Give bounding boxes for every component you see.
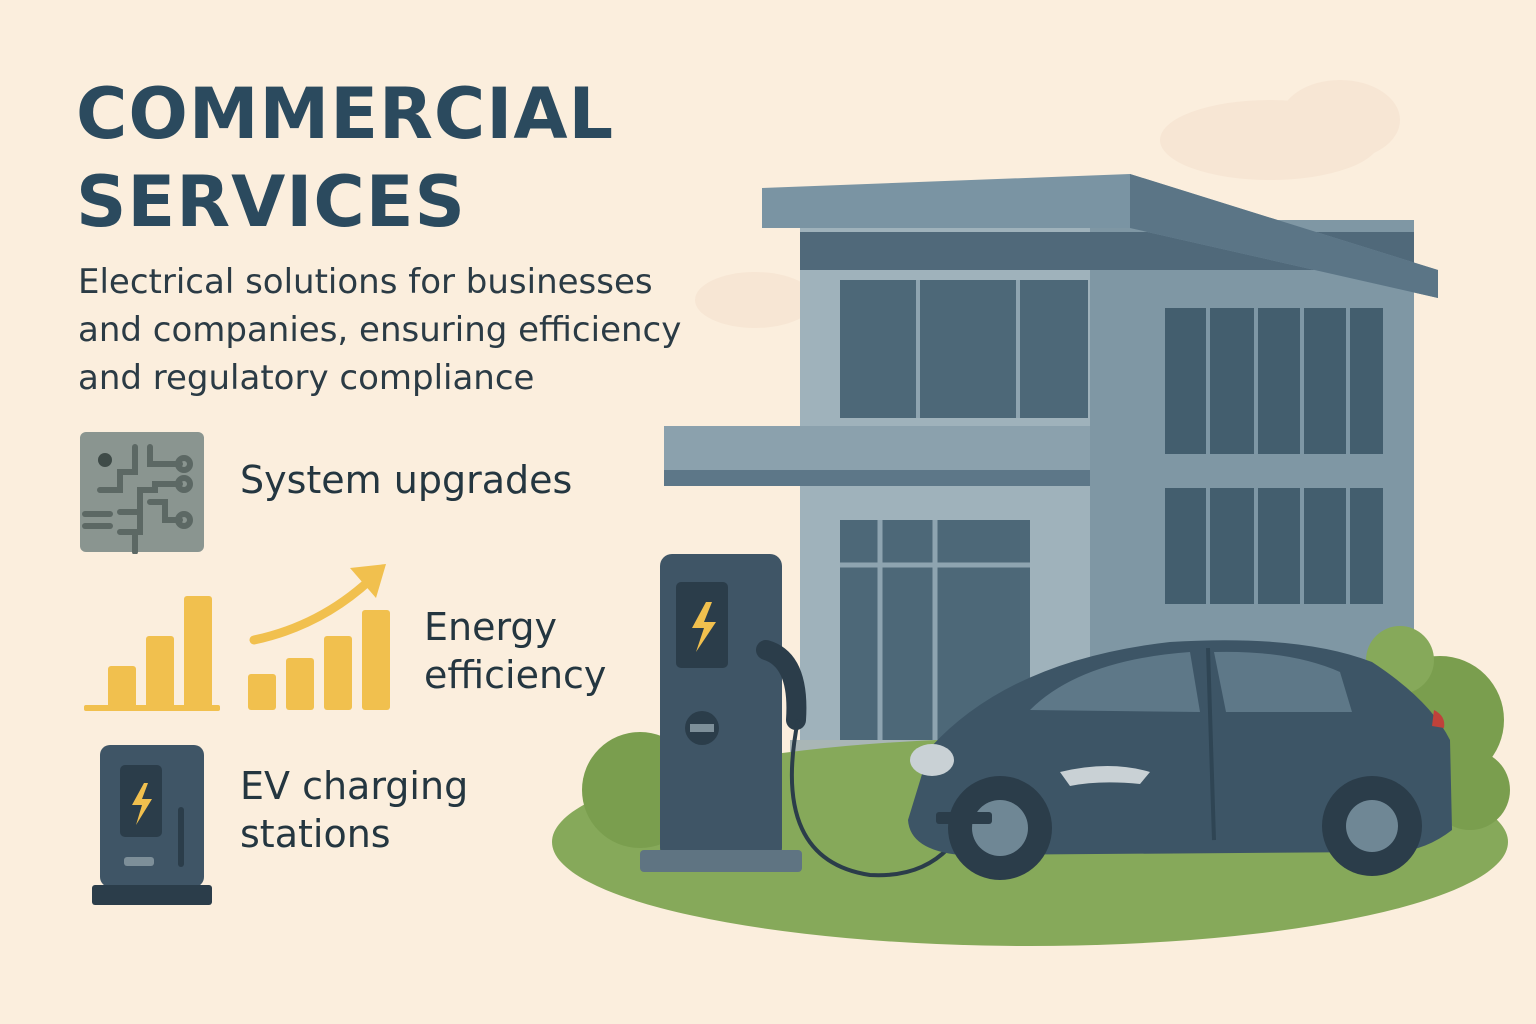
ev-charger-icon [92, 745, 212, 905]
title-line-1: COMMERCIAL [76, 73, 615, 155]
feature-label-line-1: Energy [424, 605, 558, 649]
feature-label-line-1: EV charging [240, 764, 469, 808]
ev-charging-station [640, 554, 982, 878]
feature-label-line-2: efficiency [424, 653, 607, 697]
feature-ev-charging: EV charging stations [240, 762, 468, 858]
page-title: COMMERCIAL SERVICES [76, 70, 614, 246]
circuit-board-icon [80, 432, 204, 554]
illustration-scene [552, 80, 1510, 946]
electric-car [908, 640, 1452, 880]
feature-energy-efficiency: Energy efficiency [424, 603, 606, 699]
bar-chart-growth-icon [84, 564, 390, 711]
title-line-2: SERVICES [76, 161, 466, 243]
cloud-shapes [695, 80, 1400, 328]
page-subtitle: Electrical solutions for businesses and … [78, 262, 682, 398]
feature-label-line-2: stations [240, 812, 391, 856]
feature-label: System upgrades [240, 458, 573, 502]
feature-system-upgrades: System upgrades [240, 456, 572, 504]
